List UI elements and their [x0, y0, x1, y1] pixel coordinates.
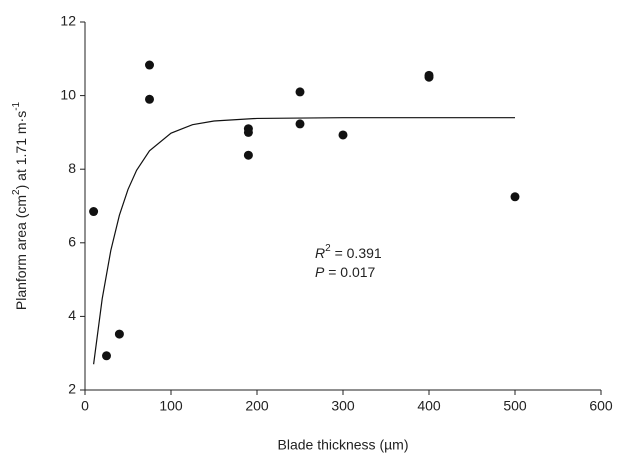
data-point	[89, 207, 99, 217]
annotation-part: R	[315, 245, 325, 261]
annotation-sup: 2	[325, 243, 331, 254]
y-tick-label: 8	[68, 160, 76, 176]
data-point	[338, 130, 348, 140]
x-tick-label: 400	[417, 398, 441, 414]
x-tick-label: 200	[245, 398, 269, 414]
y-tick-label: 4	[68, 307, 76, 323]
data-point	[295, 87, 305, 97]
y-tick-label: 12	[60, 13, 76, 29]
y-label-part: ) at 1.71 m·s	[13, 111, 29, 190]
annotation-part: = 0.017	[324, 264, 375, 280]
annotation: R2 = 0.391	[315, 243, 382, 261]
y-label-sup: -1	[11, 101, 22, 110]
y-axis-label: Planform area (cm2) at 1.71 m·s-1	[11, 101, 29, 310]
y-label-sup: 2	[11, 189, 22, 195]
data-point	[145, 94, 154, 104]
data-point	[243, 127, 253, 137]
x-axis-label: Blade thickness (µm)	[278, 437, 409, 453]
annotation-part: = 0.391	[331, 245, 382, 261]
data-point	[145, 60, 154, 70]
data-point	[114, 329, 124, 339]
x-tick-label: 100	[159, 398, 183, 414]
x-tick-label: 500	[503, 398, 527, 414]
annotation-part: P	[315, 264, 325, 280]
y-tick-label: 10	[60, 86, 76, 102]
data-point	[295, 119, 305, 129]
fit-line	[93, 117, 515, 365]
data-point	[102, 351, 111, 361]
data-point	[243, 150, 253, 160]
y-label-part: Planform area (cm	[13, 195, 29, 310]
data-point	[510, 192, 520, 202]
data-point	[424, 70, 434, 80]
annotation: P = 0.017	[315, 264, 376, 280]
x-tick-label: 600	[589, 398, 613, 414]
x-tick-label: 300	[331, 398, 355, 414]
y-tick-label: 6	[68, 234, 76, 250]
x-tick-label: 0	[81, 398, 89, 414]
y-tick-label: 2	[68, 381, 76, 397]
